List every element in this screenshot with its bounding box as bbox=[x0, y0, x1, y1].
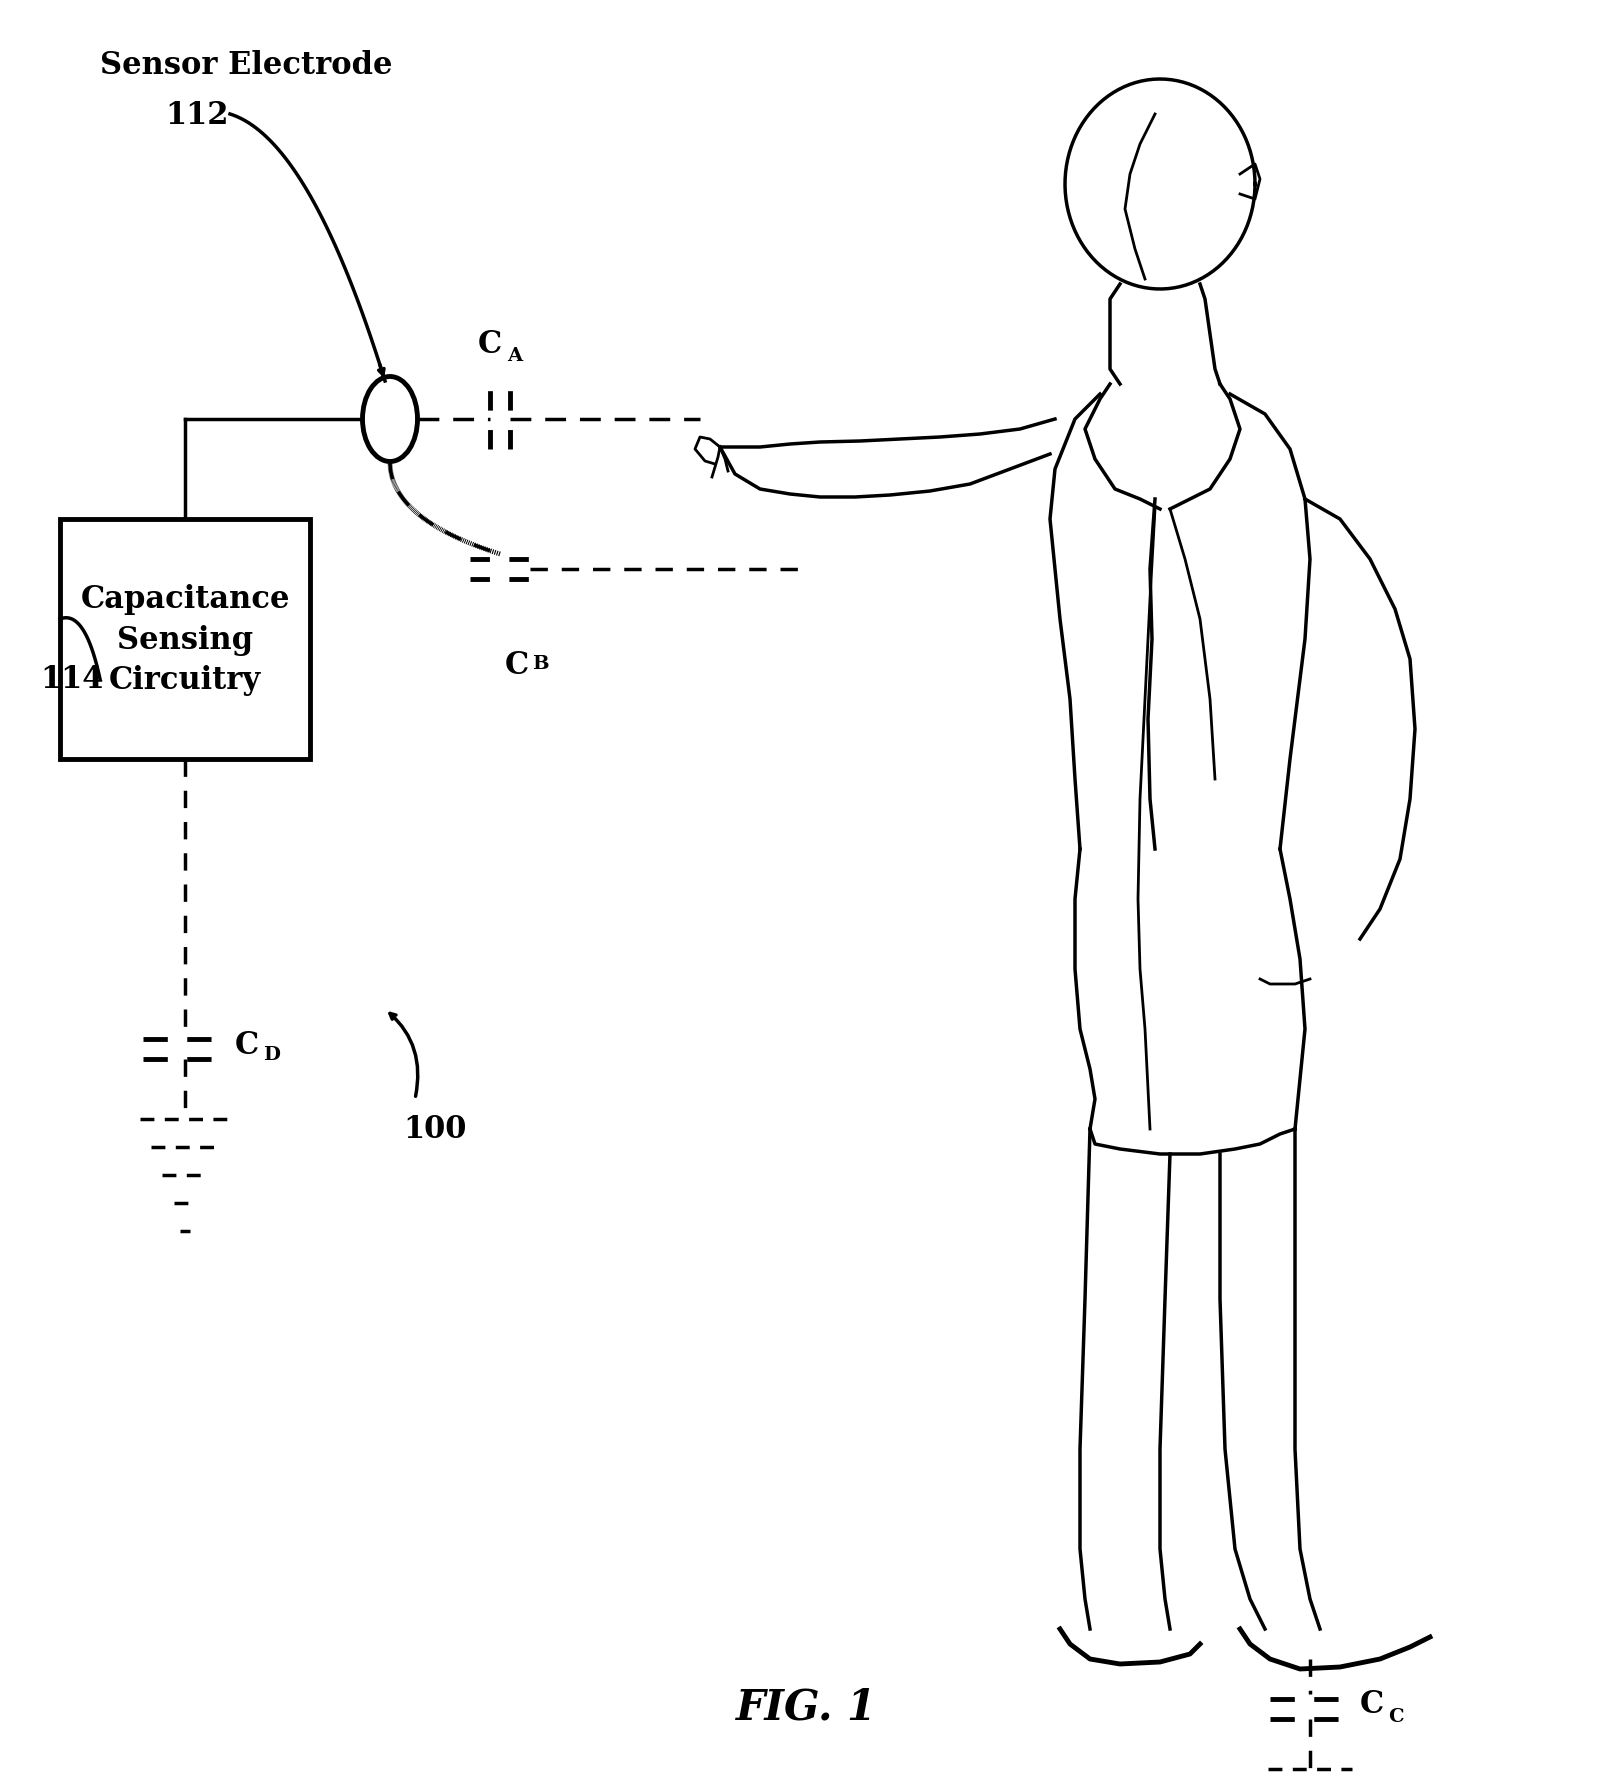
Text: C: C bbox=[1388, 1707, 1404, 1725]
Text: 114: 114 bbox=[40, 665, 103, 695]
Text: C: C bbox=[235, 1028, 260, 1060]
Text: D: D bbox=[263, 1046, 280, 1064]
Text: C: C bbox=[1361, 1689, 1385, 1720]
Text: A: A bbox=[508, 347, 522, 365]
Bar bbox=[60, 520, 310, 759]
Text: FIG. 1: FIG. 1 bbox=[735, 1686, 877, 1729]
Text: 112: 112 bbox=[164, 100, 229, 130]
Text: C: C bbox=[505, 650, 529, 681]
Text: C: C bbox=[477, 330, 501, 360]
Ellipse shape bbox=[363, 378, 418, 462]
Text: Capacitance
Sensing
Circuitry: Capacitance Sensing Circuitry bbox=[81, 583, 290, 695]
Text: 100: 100 bbox=[403, 1114, 467, 1144]
Text: Sensor Electrode: Sensor Electrode bbox=[100, 50, 392, 80]
Text: B: B bbox=[532, 654, 548, 672]
